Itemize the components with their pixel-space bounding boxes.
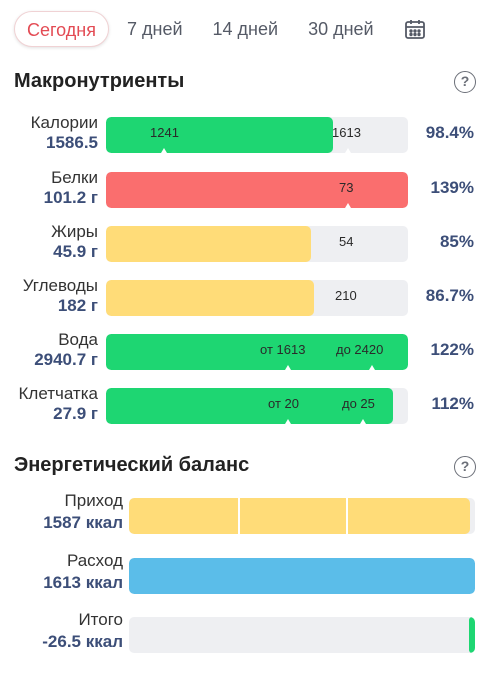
balance-bar: [129, 498, 475, 534]
marker-tick: [369, 365, 375, 370]
balance-name: Приход: [64, 491, 123, 510]
macro-bar: 1241 1613: [106, 117, 408, 153]
balance-bar: [129, 558, 475, 594]
macro-bar-fill: [106, 334, 408, 370]
macro-name: Вода: [58, 330, 98, 349]
balance-row-intake: Приход 1587 ккал: [0, 490, 491, 546]
macro-name: Клетчатка: [18, 384, 99, 403]
marker-tick: [345, 203, 351, 208]
marker-label: 1613: [332, 125, 361, 140]
macro-bar: 54: [106, 226, 408, 262]
macro-percent: 98.4%: [425, 123, 474, 142]
balance-value: -26.5 ккал: [42, 632, 123, 651]
balance-bar-fill: [129, 558, 475, 594]
macros-help-icon[interactable]: ?: [454, 71, 476, 93]
period-tabs: Сегодня 7 дней 14 дней 30 дней: [14, 10, 491, 48]
marker-label: 54: [339, 234, 354, 249]
tab-30-days[interactable]: 30 дней: [308, 19, 374, 39]
balance-bar: [129, 617, 475, 653]
macro-label: Клетчатка 27.9 г: [19, 384, 99, 424]
marker-tick: [345, 148, 351, 153]
macro-name: Углеводы: [22, 276, 98, 295]
macro-value: 45.9 г: [53, 242, 98, 261]
macro-name: Калории: [30, 113, 98, 132]
macro-bar-fill: [106, 388, 393, 424]
macro-value: 1586.5: [46, 133, 98, 152]
marker-label: от 1613: [260, 342, 306, 357]
balance-label: Приход 1587 ккал: [43, 490, 123, 534]
marker-label: до 2420: [336, 342, 384, 357]
calendar-icon[interactable]: [402, 16, 428, 42]
macro-value: 27.9 г: [53, 404, 98, 423]
balance-row-total: Итого -26.5 ккал: [0, 609, 491, 665]
balance-title: Энергетический баланс: [14, 454, 250, 476]
macro-value: 2940.7 г: [34, 350, 98, 369]
macro-label: Жиры 45.9 г: [51, 222, 98, 262]
macro-percent: 139%: [430, 178, 474, 197]
balance-bar-fill: [469, 617, 475, 653]
balance-value: 1613 ккал: [43, 573, 123, 592]
bar-divider: [346, 498, 348, 534]
macro-label: Вода 2940.7 г: [34, 330, 98, 370]
macro-name: Белки: [51, 168, 98, 187]
balance-help-icon[interactable]: ?: [454, 456, 476, 478]
balance-row-expense: Расход 1613 ккал: [0, 550, 491, 606]
macro-value: 182 г: [57, 296, 98, 315]
macro-label: Белки 101.2 г: [44, 168, 98, 208]
balance-label: Итого -26.5 ккал: [42, 609, 123, 653]
macro-bar: от 20 до 25: [106, 388, 408, 424]
macro-row-protein: Белки 101.2 г 73 139%: [0, 168, 491, 214]
balance-bar-fill: [129, 498, 470, 534]
macro-percent: 86.7%: [425, 286, 474, 305]
balance-name: Расход: [66, 551, 123, 570]
marker-tick: [360, 419, 366, 424]
marker-label: от 20: [268, 396, 299, 411]
balance-name: Итого: [78, 610, 123, 629]
macro-value: 101.2 г: [43, 188, 98, 207]
macro-row-water: Вода 2940.7 г от 1613 до 2420 122%: [0, 330, 491, 376]
marker-label: 1241: [150, 125, 179, 140]
macro-bar-fill: [106, 172, 408, 208]
marker-label: до 25: [342, 396, 375, 411]
macro-label: Калории 1586.5: [31, 113, 98, 153]
macro-percent: 85%: [439, 232, 474, 251]
macro-label: Углеводы 182 г: [23, 276, 98, 316]
macro-bar-fill: [106, 117, 333, 153]
balance-value: 1587 ккал: [43, 513, 123, 532]
macro-bar-fill: [106, 226, 312, 262]
macro-row-calories: Калории 1586.5 1241 1613 98.4%: [0, 113, 491, 159]
macro-name: Жиры: [51, 222, 98, 241]
macro-bar: от 1613 до 2420: [106, 334, 408, 370]
bar-divider: [238, 498, 240, 534]
macro-row-carbs: Углеводы 182 г 210 86.7%: [0, 276, 491, 322]
macro-row-fat: Жиры 45.9 г 54 85%: [0, 222, 491, 268]
macro-percent: 122%: [430, 340, 474, 359]
macro-bar: 210: [106, 280, 408, 316]
balance-label: Расход 1613 ккал: [43, 550, 123, 594]
marker-tick: [161, 148, 167, 153]
tab-7-days[interactable]: 7 дней: [127, 19, 183, 39]
macro-bar-fill: [106, 280, 315, 316]
tab-14-days[interactable]: 14 дней: [212, 19, 279, 39]
macro-row-fiber: Клетчатка 27.9 г от 20 до 25 112%: [0, 384, 491, 430]
tab-today[interactable]: Сегодня: [14, 11, 109, 47]
marker-tick: [285, 365, 291, 370]
marker-label: 73: [339, 180, 354, 195]
macro-bar: 73: [106, 172, 408, 208]
macro-percent: 112%: [431, 394, 474, 413]
marker-label: 210: [335, 288, 357, 303]
marker-tick: [285, 419, 291, 424]
macros-title: Макронутриенты: [14, 70, 185, 92]
